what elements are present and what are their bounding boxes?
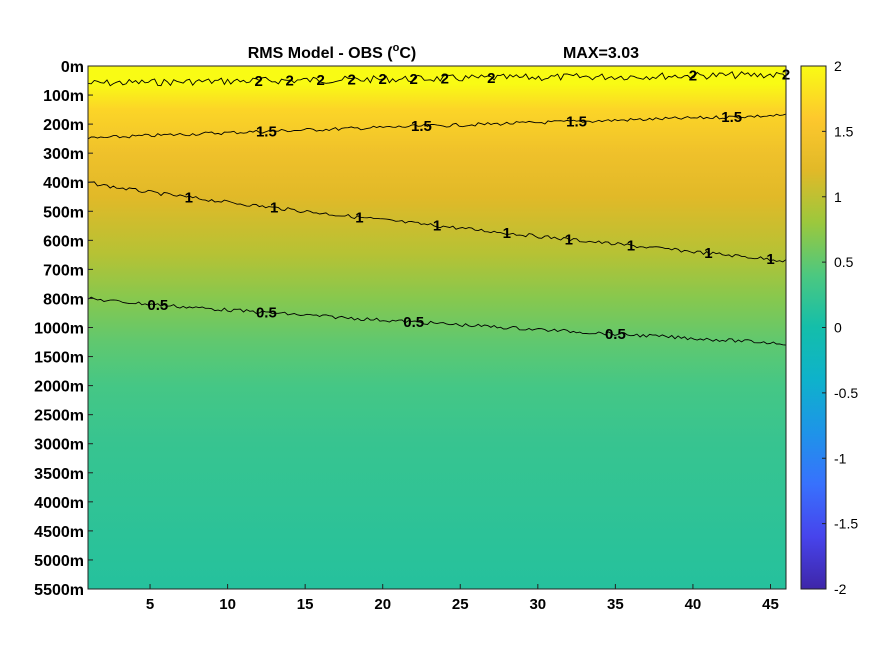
y-tick-label: 5500m	[34, 582, 84, 599]
contour-label: 1	[565, 231, 573, 248]
colorbar-tick-label: 0.5	[834, 254, 854, 270]
contour-label: 1	[185, 189, 193, 206]
contour-label: 2	[379, 71, 387, 88]
y-tick-label: 3500m	[34, 466, 84, 483]
x-tick-label: 40	[685, 596, 702, 613]
colorbar-tick-label: -2	[834, 581, 847, 597]
y-tick-label: 1000m	[34, 321, 84, 338]
contour-label: 1	[766, 251, 774, 268]
y-tick-label: 0m	[61, 59, 84, 76]
contour-label: 1	[270, 200, 278, 217]
contour-label: 2	[285, 72, 293, 89]
contour-label: 0.5	[605, 326, 626, 343]
x-tick-label: 45	[762, 596, 779, 613]
y-tick-label: 400m	[43, 175, 84, 192]
colorbar-tick-label: 0	[834, 320, 842, 336]
x-tick-label: 10	[219, 596, 236, 613]
y-tick-label: 800m	[43, 291, 84, 308]
contour-label: 0.5	[256, 305, 277, 322]
contour-line-1	[88, 181, 786, 263]
y-tick-label: 500m	[43, 204, 84, 221]
heatmap-field	[88, 66, 786, 589]
y-tick-label: 200m	[43, 117, 84, 134]
x-tick-label: 25	[452, 596, 469, 613]
contour-line-1.5	[88, 113, 786, 140]
y-tick-label: 700m	[43, 262, 84, 279]
y-tick-label: 2000m	[34, 379, 84, 396]
chart-title: RMS Model - OBS (oC)	[248, 42, 417, 62]
colorbar-gradient	[801, 66, 826, 589]
contour-label: 1.5	[566, 113, 587, 130]
y-tick-label: 5000m	[34, 553, 84, 570]
colorbar: 2 1.5 1 0.5 0 -0.5 -1 -1.5 -2	[800, 58, 858, 597]
x-axis: 5 10 15 20 25 30 35 40 45	[146, 584, 779, 613]
x-tick-label: 35	[607, 596, 624, 613]
contour-label: 2	[689, 68, 697, 85]
heatmap-surface	[88, 66, 786, 589]
contour-lines	[88, 71, 786, 346]
contour-label: 1.5	[721, 109, 742, 126]
colorbar-tick-label: -0.5	[834, 385, 858, 401]
contour-label: 1	[355, 209, 363, 226]
y-tick-label: 100m	[43, 88, 84, 105]
y-tick-label: 300m	[43, 146, 84, 163]
contour-label: 2	[441, 71, 449, 88]
colorbar-tick-label: -1.5	[834, 516, 858, 532]
contour-label: 2	[316, 72, 324, 89]
colorbar-tick-label: 1	[834, 189, 842, 205]
max-label: MAX=3.03	[563, 45, 639, 62]
contour-label: 1	[503, 225, 511, 242]
contour-label: 1.5	[256, 123, 277, 140]
contour-label: 1	[704, 245, 712, 262]
y-tick-label: 3000m	[34, 437, 84, 454]
contour-line-0.5	[88, 296, 786, 346]
y-tick-label: 4500m	[34, 524, 84, 541]
contour-label: 2	[254, 73, 262, 90]
colorbar-tick-label: -1	[834, 450, 847, 466]
x-tick-label: 15	[297, 596, 314, 613]
y-tick-label: 4000m	[34, 495, 84, 512]
y-axis: 0m 100m 200m 300m 400m 500m 600m 700m 800m 1000m 1…	[34, 59, 93, 599]
x-tick-label: 5	[146, 596, 154, 613]
contour-label: 0.5	[403, 314, 424, 331]
contour-label: 0.5	[147, 297, 168, 314]
contour-label: 1	[433, 218, 441, 235]
x-tick-label: 20	[374, 596, 391, 613]
y-tick-label: 2500m	[34, 408, 84, 425]
colorbar-tick-label: 2	[834, 58, 842, 74]
contour-label: 2	[348, 72, 356, 89]
contour-label: 1	[627, 238, 635, 255]
contour-label: 1.5	[411, 118, 432, 135]
contour-label: 2	[487, 70, 495, 87]
colorbar-tick-label: 1.5	[834, 123, 854, 139]
x-tick-label: 30	[529, 596, 546, 613]
y-tick-label: 600m	[43, 233, 84, 250]
y-tick-label: 1500m	[34, 350, 84, 367]
contour-label: 2	[410, 71, 418, 88]
contour-line-2	[88, 71, 786, 87]
